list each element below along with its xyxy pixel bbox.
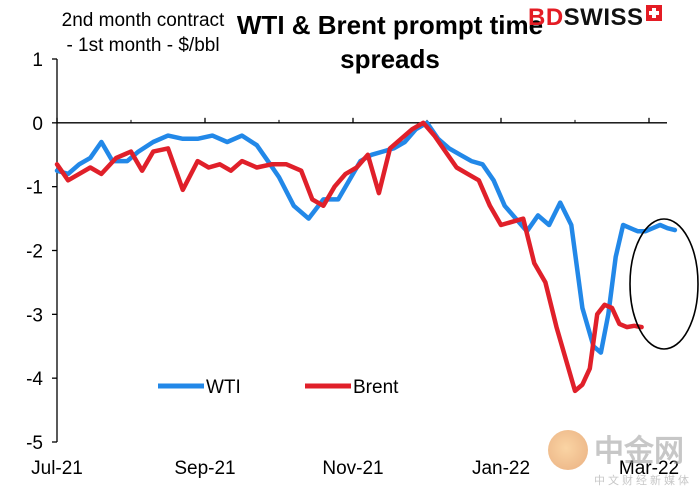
annotation: [629, 218, 699, 350]
x-tick-label: Sep-21: [174, 458, 235, 479]
chart-title: WTI & Brent prompt time spreads: [236, 10, 544, 74]
plot-lines: [54, 120, 678, 394]
series-line-brent: [54, 120, 644, 394]
y-tick-label: -1: [26, 178, 43, 199]
y-tick-label: 1: [32, 50, 43, 71]
watermark-text: 中金网: [594, 435, 684, 468]
x-tick-label: Mar-22: [619, 458, 679, 479]
y-tick-label: -4: [26, 369, 43, 390]
swiss-cross-icon: [645, 5, 662, 21]
x-tick-label: Jan-22: [472, 458, 530, 479]
y-tick-label: -3: [26, 305, 43, 326]
legend-label-wti: WTI: [206, 377, 241, 398]
y-axis: 1 0 -1 -2 -3 -4 -5: [26, 50, 58, 454]
logo-bd: BD: [528, 4, 564, 31]
legend-label-brent: Brent: [353, 377, 399, 398]
y-tick-label: -2: [26, 242, 43, 263]
highlight-ellipse: [629, 218, 699, 350]
y-axis-label: 2nd month contract - 1st month - $/bbl: [61, 10, 225, 56]
watermark-logo-icon: [548, 430, 588, 470]
legend: WTI Brent: [158, 377, 399, 398]
watermark-subtext: 中文财经新媒体: [594, 475, 692, 487]
logo-swiss: SWISS: [563, 4, 644, 31]
bdswiss-logo: BDSWISS: [528, 4, 662, 32]
x-tick-label: Nov-21: [322, 458, 383, 479]
y-tick-label: -5: [26, 433, 43, 454]
x-axis: Jul-21 Sep-21 Nov-21 Jan-22 Mar-22: [31, 117, 679, 479]
x-tick-label: Jul-21: [31, 458, 83, 479]
series-line-wti: [54, 120, 678, 355]
y-tick-label: 0: [32, 114, 43, 135]
